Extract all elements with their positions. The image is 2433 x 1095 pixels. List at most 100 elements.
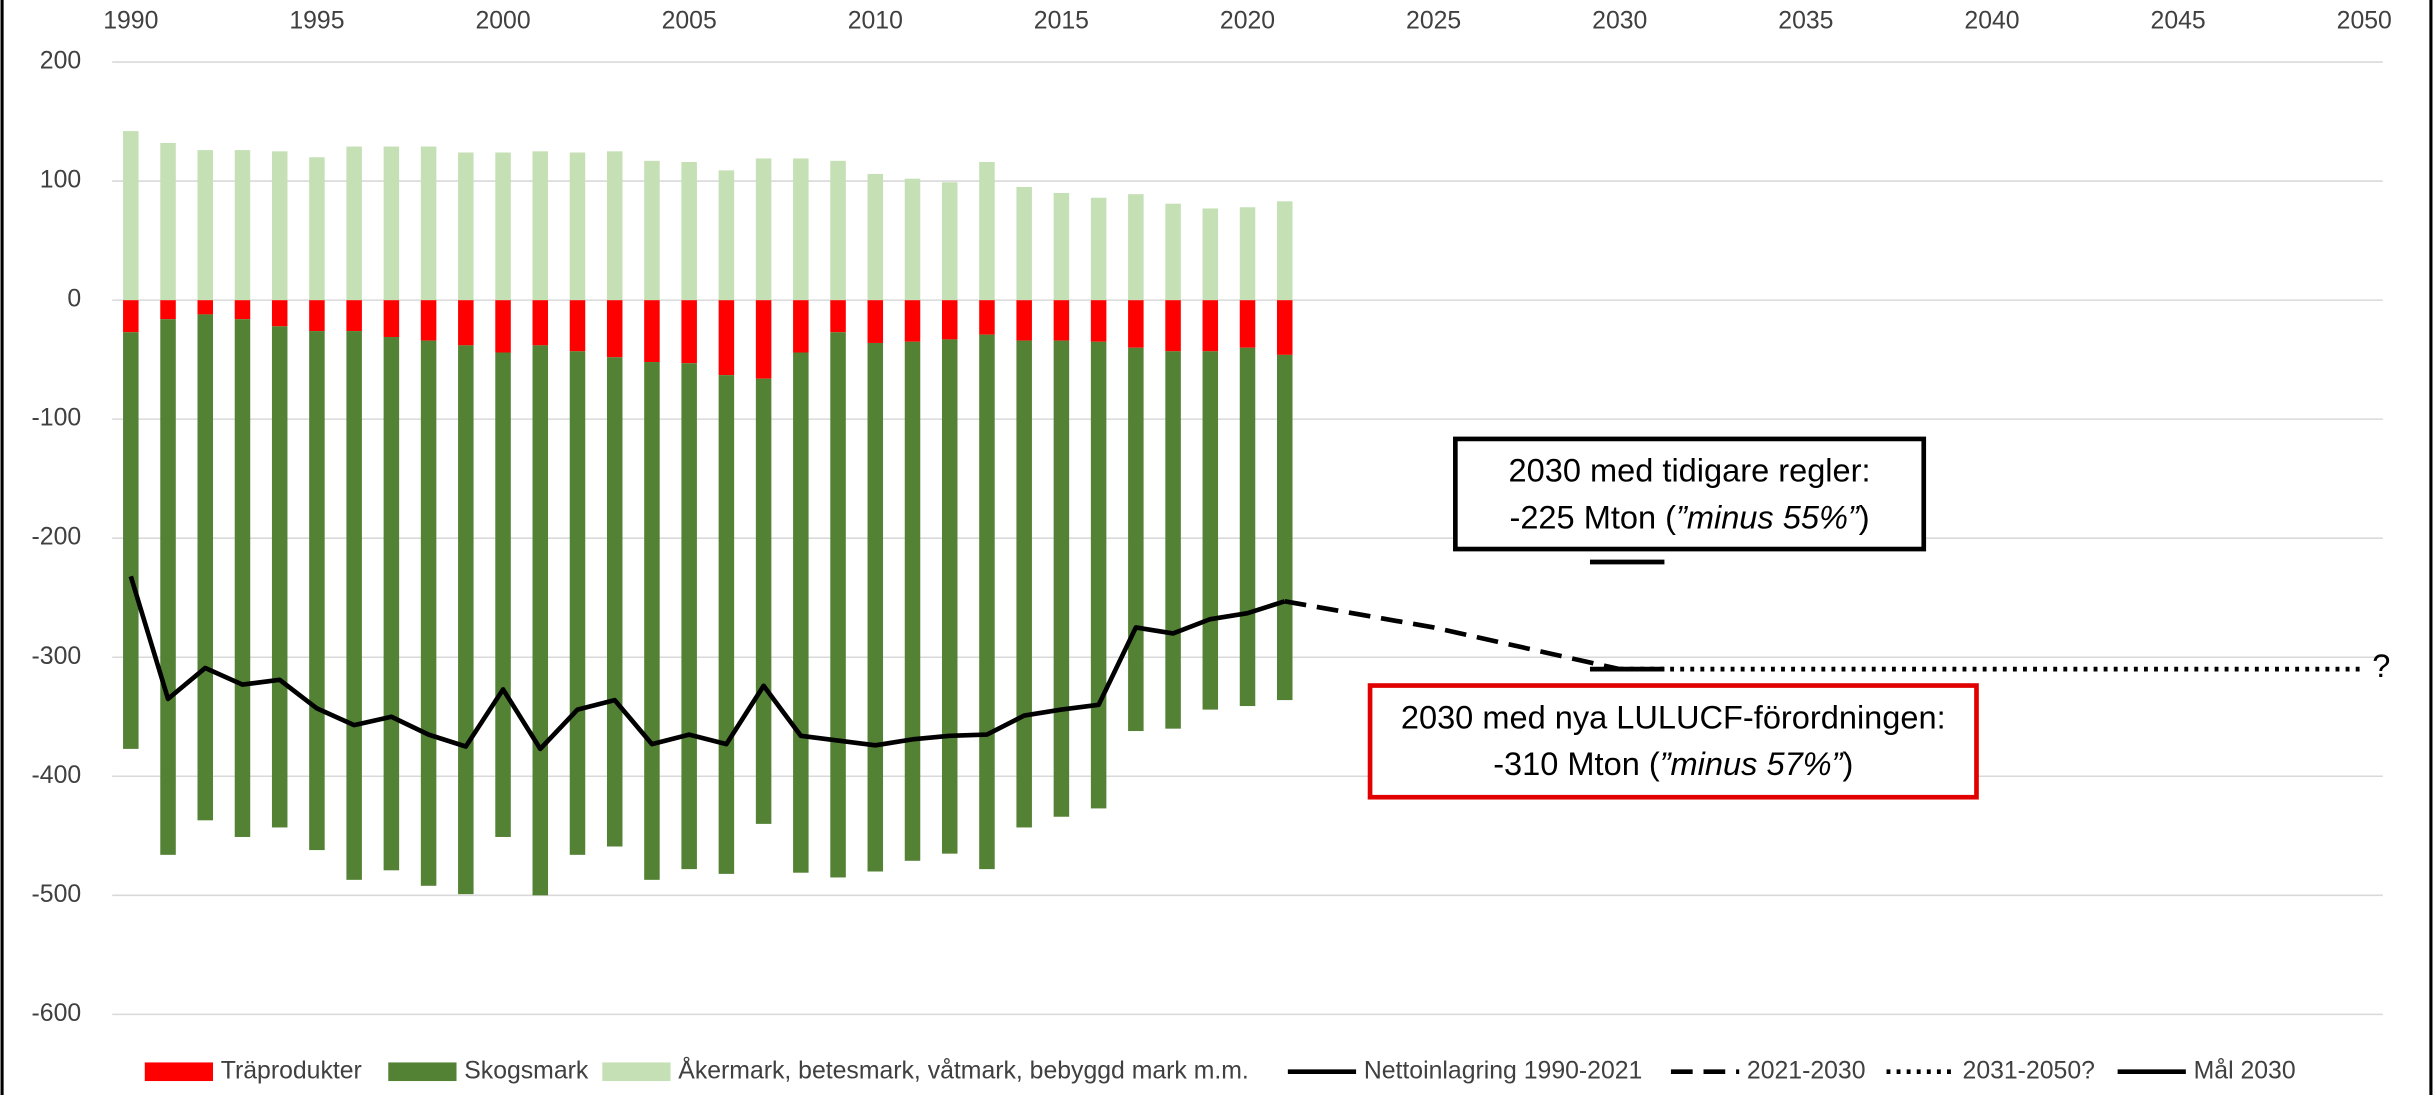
- bar: [867, 300, 884, 343]
- bar: [1128, 300, 1144, 348]
- y-tick-label: -400: [32, 762, 82, 789]
- bar: [383, 300, 400, 338]
- x-tick-label: 2035: [1778, 7, 1833, 34]
- bar: [309, 157, 325, 301]
- legend-label: 2021-2030: [1747, 1057, 1866, 1084]
- bar: [755, 378, 772, 824]
- annotation-part: ): [1842, 746, 1853, 782]
- bar: [346, 300, 362, 332]
- bar: [1202, 300, 1219, 352]
- bar: [1053, 192, 1070, 301]
- bar: [644, 160, 660, 301]
- bar: [1239, 300, 1256, 348]
- x-tick-label: 2030: [1592, 7, 1647, 34]
- bar: [458, 152, 474, 301]
- bar: [123, 300, 139, 333]
- bar: [123, 332, 139, 749]
- bar: [383, 337, 400, 871]
- bar: [197, 150, 214, 301]
- bar: [495, 300, 511, 353]
- bar: [420, 300, 437, 341]
- bar: [234, 300, 251, 320]
- bar: [160, 142, 176, 301]
- bar: [458, 345, 474, 895]
- bar: [1165, 351, 1181, 729]
- legend-label: Träprodukter: [221, 1057, 362, 1084]
- bar: [755, 300, 772, 379]
- bar: [718, 375, 735, 874]
- bar: [1090, 300, 1107, 342]
- line: [1589, 559, 1665, 672]
- bar: [458, 300, 474, 346]
- legend-label: Åkermark, betesmark, våtmark, bebyggd ma…: [678, 1056, 1248, 1084]
- bar: [941, 300, 958, 340]
- bar: [532, 151, 549, 301]
- bar: [718, 170, 735, 301]
- y-tick-label: -500: [32, 881, 82, 908]
- bar: [495, 152, 511, 301]
- bar: [271, 326, 288, 828]
- bar: [383, 146, 400, 301]
- bar: [867, 173, 884, 301]
- bar: [606, 357, 623, 847]
- bar: [979, 334, 995, 870]
- bar: [1165, 300, 1181, 352]
- bar: [755, 158, 772, 301]
- bar: [681, 162, 697, 301]
- y-tick-label: -200: [32, 524, 82, 551]
- x-tick-label: 1995: [289, 7, 344, 34]
- bar: [979, 162, 995, 301]
- bar: [309, 300, 325, 332]
- annotation-text: 2030 med tidigare regler:: [1509, 453, 1871, 489]
- annotation-part: ”minus 55%”: [1676, 499, 1861, 535]
- legend-label: 2031-2050?: [1963, 1057, 2095, 1084]
- annotation-part: -310 Mton (: [1493, 746, 1660, 782]
- bar: [1165, 203, 1181, 301]
- line: [1284, 598, 1621, 672]
- bar: [532, 345, 549, 896]
- bar: [1053, 340, 1070, 817]
- bar: [495, 352, 511, 837]
- annotation-part: ): [1859, 499, 1870, 535]
- bar: [1128, 347, 1144, 732]
- bar: [1202, 351, 1219, 710]
- y-tick-label: -300: [32, 643, 82, 670]
- bar: [123, 131, 139, 301]
- bar: [941, 182, 958, 301]
- x-tick-label: 2050: [2337, 7, 2392, 34]
- y-tick-label: 200: [40, 48, 81, 75]
- bar: [1016, 187, 1032, 301]
- annotation-box: [1453, 436, 1927, 552]
- bar: [160, 300, 176, 320]
- bar: [197, 300, 214, 315]
- bar: [1053, 300, 1070, 341]
- bar: [979, 300, 995, 335]
- bar: [793, 352, 809, 873]
- bar: [271, 151, 288, 301]
- bar: [271, 300, 288, 327]
- bar: [941, 339, 958, 854]
- legend-swatch: [388, 1062, 457, 1082]
- bar: [197, 314, 214, 821]
- legend-swatch: [602, 1062, 671, 1082]
- x-tick-label: 2040: [1964, 7, 2019, 34]
- bar: [606, 300, 623, 358]
- bar: [830, 160, 846, 301]
- legend-label: Mål 2030: [2194, 1057, 2296, 1084]
- bar: [867, 342, 884, 872]
- bar: [681, 363, 697, 870]
- bar: [1239, 347, 1256, 707]
- bar: [830, 332, 846, 878]
- bar: [904, 300, 921, 342]
- annotation-text: 2030 med nya LULUCF-förordningen:: [1401, 699, 1946, 735]
- bar: [346, 331, 362, 880]
- annotation-part: ”minus 57%”: [1660, 746, 1845, 782]
- bar: [234, 319, 251, 837]
- legend-label: Nettoinlagring 1990-2021: [1364, 1057, 1642, 1084]
- line: [128, 575, 1286, 752]
- y-tick-label: 100: [40, 167, 81, 194]
- bar: [793, 300, 809, 353]
- legend-swatch: [144, 1062, 214, 1082]
- bar: [569, 300, 586, 352]
